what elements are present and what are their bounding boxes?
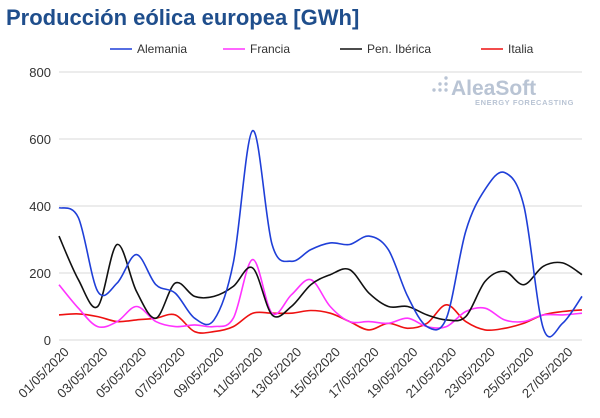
series-line-italia [58,303,583,334]
logo-dot [438,82,442,86]
logo-dot [444,82,448,86]
x-axis: 01/05/202003/05/202005/05/202007/05/2020… [15,344,575,401]
legend-label-alemania: Alemania [137,42,187,56]
series-layer [58,129,583,338]
logo-dot [444,88,448,92]
logo-dot [444,76,448,80]
y-tick-label: 200 [29,266,51,281]
series-line-alemania [58,129,583,338]
series-line-francia [58,258,583,329]
logo-dots-icon [432,76,448,92]
legend: Alemania Francia Pen. Ibérica Italia [110,42,534,56]
chart-title: Producción eólica europea [GWh] [6,5,360,30]
logo-dot [438,88,442,92]
logo-dot [432,88,436,92]
legend-label-pen-iberica: Pen. Ibérica [367,42,431,56]
y-tick-label: 800 [29,65,51,80]
series-line-pen-iberica [58,235,583,322]
logo-name: AleaSoft [451,77,536,100]
aleasoft-logo: AleaSoft ENERGY FORECASTING [432,76,574,107]
gridlines [59,71,582,341]
legend-label-francia: Francia [250,42,290,56]
y-axis: 0 200 400 600 800 [29,65,51,348]
y-tick-label: 0 [44,333,51,348]
y-tick-label: 600 [29,132,51,147]
y-tick-label: 400 [29,199,51,214]
legend-label-italia: Italia [508,42,534,56]
logo-tagline: ENERGY FORECASTING [475,98,574,107]
